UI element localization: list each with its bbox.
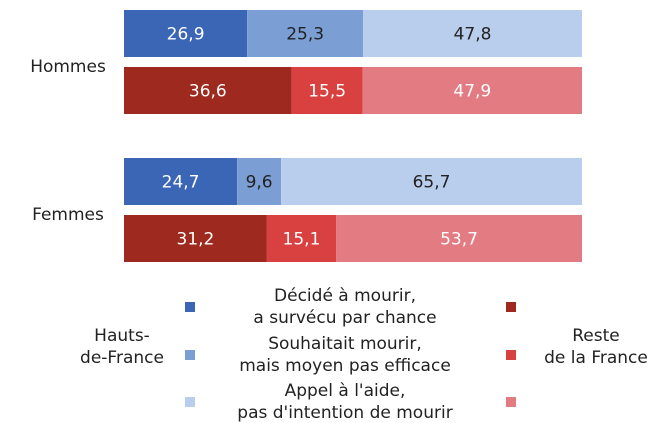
legend-label: Appel à l'aide,: [285, 381, 406, 401]
legend-swatch: [185, 350, 195, 360]
value-label: 36,6: [189, 82, 227, 102]
value-label: 47,8: [454, 25, 492, 45]
legend-label: Souhaitait mourir,: [268, 334, 422, 354]
bar-segment: [291, 67, 363, 114]
value-label: 47,9: [453, 82, 491, 102]
legend-label: mais moyen pas efficace: [239, 356, 451, 376]
legend-label: pas d'intention de mourir: [237, 403, 452, 423]
category-label: Femmes: [32, 205, 104, 225]
value-label: 24,7: [162, 173, 200, 193]
group-label: de la France: [544, 348, 648, 368]
bar-segment: [124, 158, 238, 205]
bar-segment: [124, 215, 267, 262]
legend-swatch: [506, 302, 516, 312]
legend-swatch: [185, 302, 195, 312]
bar-segment: [336, 215, 582, 262]
group-label: Reste: [572, 326, 620, 346]
group-label: de-France: [80, 348, 164, 368]
value-label: 53,7: [440, 230, 478, 250]
bar-segment: [247, 10, 364, 57]
bar-segment: [237, 158, 282, 205]
value-label: 65,7: [413, 173, 451, 193]
bar-segment: [124, 10, 248, 57]
legend-label: Décidé à mourir,: [274, 286, 416, 306]
legend-swatch: [506, 350, 516, 360]
legend-label: a survécu par chance: [253, 308, 436, 328]
value-label: 26,9: [167, 25, 205, 45]
value-label: 25,3: [286, 25, 324, 45]
legend-swatch: [506, 397, 516, 407]
legend-swatch: [185, 397, 195, 407]
value-label: 15,5: [308, 82, 346, 102]
bar-segment: [266, 215, 337, 262]
category-label: Hommes: [30, 57, 106, 77]
bar-segment: [281, 158, 582, 205]
group-label: Hauts-: [94, 326, 150, 346]
bar-segment: [363, 10, 582, 57]
value-label: 15,1: [283, 230, 321, 250]
value-label: 9,6: [246, 173, 273, 193]
bar-segment: [124, 67, 292, 114]
value-label: 31,2: [177, 230, 215, 250]
bar-segment: [362, 67, 582, 114]
